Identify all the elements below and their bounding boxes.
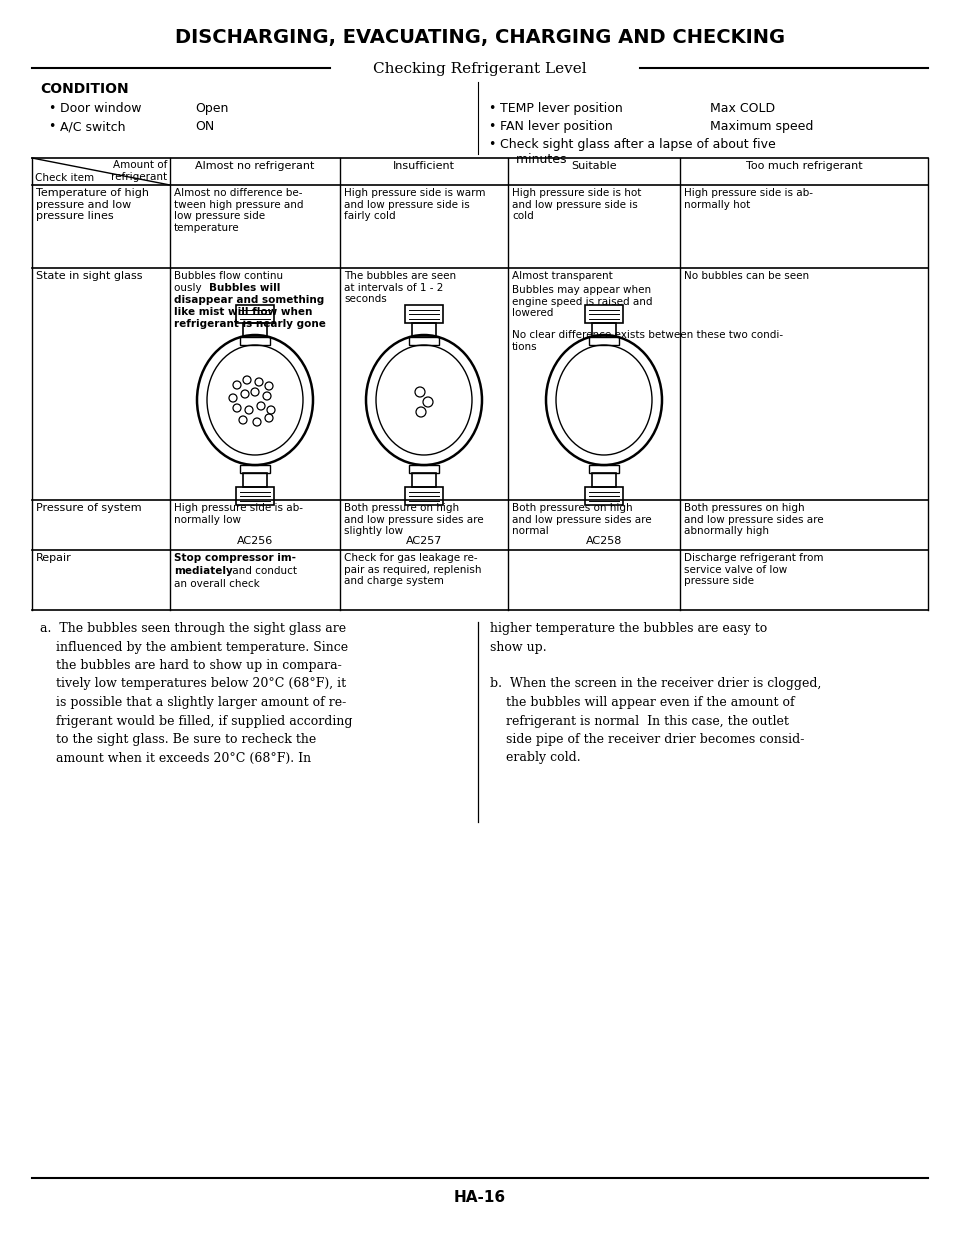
Text: Both pressure on high
and low pressure sides are
slightly low: Both pressure on high and low pressure s… <box>344 503 484 536</box>
Bar <box>585 487 623 506</box>
Bar <box>240 337 270 345</box>
Text: like mist will flow when: like mist will flow when <box>174 307 312 316</box>
Text: refrigerant is nearly gone: refrigerant is nearly gone <box>174 319 325 329</box>
Text: HA-16: HA-16 <box>454 1190 506 1205</box>
Bar <box>236 305 274 323</box>
Bar <box>592 323 616 337</box>
Text: High pressure side is ab-
normally hot: High pressure side is ab- normally hot <box>684 188 813 210</box>
Text: Bubbles may appear when
engine speed is raised and
lowered: Bubbles may appear when engine speed is … <box>512 286 653 318</box>
Text: Stop compressor im-: Stop compressor im- <box>174 552 296 564</box>
Bar <box>592 473 616 487</box>
Bar <box>405 305 443 323</box>
Text: Both pressures on high
and low pressure sides are
normal: Both pressures on high and low pressure … <box>512 503 652 536</box>
Text: mediately: mediately <box>174 566 232 576</box>
Text: Door window: Door window <box>60 103 141 115</box>
Bar <box>236 487 274 506</box>
Text: •: • <box>488 103 495 115</box>
Text: a.  The bubbles seen through the sight glass are
    influenced by the ambient t: a. The bubbles seen through the sight gl… <box>40 622 352 765</box>
Bar <box>243 473 267 487</box>
Text: disappear and something: disappear and something <box>174 295 324 305</box>
Text: Checking Refrigerant Level: Checking Refrigerant Level <box>373 62 587 75</box>
Text: No bubbles can be seen: No bubbles can be seen <box>684 271 809 281</box>
Text: Both pressures on high
and low pressure sides are
abnormally high: Both pressures on high and low pressure … <box>684 503 824 536</box>
Text: High pressure side is ab-
normally low: High pressure side is ab- normally low <box>174 503 303 524</box>
Text: Check sight glass after a lapse of about five: Check sight glass after a lapse of about… <box>500 138 776 151</box>
Text: •: • <box>488 120 495 133</box>
Text: Check for gas leakage re-
pair as required, replenish
and charge system: Check for gas leakage re- pair as requir… <box>344 552 482 586</box>
Text: ously: ously <box>174 283 208 293</box>
Text: High pressure side is hot
and low pressure side is
cold: High pressure side is hot and low pressu… <box>512 188 641 221</box>
Text: A/C switch: A/C switch <box>60 120 126 133</box>
Text: •: • <box>48 120 56 133</box>
Bar <box>409 465 439 473</box>
Text: Bubbles will: Bubbles will <box>209 283 280 293</box>
Text: Almost transparent: Almost transparent <box>512 271 612 281</box>
Text: Too much refrigerant: Too much refrigerant <box>746 161 862 171</box>
Text: No clear difference exists between these two condi-
tions: No clear difference exists between these… <box>512 330 783 351</box>
Text: Max COLD: Max COLD <box>710 103 775 115</box>
Text: DISCHARGING, EVACUATING, CHARGING AND CHECKING: DISCHARGING, EVACUATING, CHARGING AND CH… <box>175 28 785 47</box>
Bar <box>412 473 436 487</box>
Text: Discharge refrigerant from
service valve of low
pressure side: Discharge refrigerant from service valve… <box>684 552 824 586</box>
Text: •: • <box>48 103 56 115</box>
Text: Suitable: Suitable <box>571 161 617 171</box>
Text: Check item: Check item <box>35 173 94 183</box>
Bar <box>243 323 267 337</box>
Text: Repair: Repair <box>36 552 72 564</box>
Text: and conduct: and conduct <box>229 566 297 576</box>
Text: AC256: AC256 <box>237 536 274 546</box>
Text: AC258: AC258 <box>586 536 622 546</box>
Bar <box>585 305 623 323</box>
Text: Pressure of system: Pressure of system <box>36 503 142 513</box>
Text: State in sight glass: State in sight glass <box>36 271 142 281</box>
Text: Almost no difference be-
tween high pressure and
low pressure side
temperature: Almost no difference be- tween high pres… <box>174 188 303 232</box>
Text: an overall check: an overall check <box>174 578 260 590</box>
Bar <box>409 337 439 345</box>
Text: •: • <box>488 138 495 151</box>
Bar <box>589 465 619 473</box>
Bar <box>240 465 270 473</box>
Bar <box>412 323 436 337</box>
Text: minutes: minutes <box>500 153 566 166</box>
Text: Temperature of high
pressure and low
pressure lines: Temperature of high pressure and low pre… <box>36 188 149 221</box>
Text: Maximum speed: Maximum speed <box>710 120 813 133</box>
Bar <box>405 487 443 506</box>
Text: TEMP lever position: TEMP lever position <box>500 103 623 115</box>
Text: Bubbles flow continu: Bubbles flow continu <box>174 271 283 281</box>
Text: Almost no refrigerant: Almost no refrigerant <box>195 161 315 171</box>
Text: Insufficient: Insufficient <box>393 161 455 171</box>
Text: Open: Open <box>195 103 228 115</box>
Text: High pressure side is warm
and low pressure side is
fairly cold: High pressure side is warm and low press… <box>344 188 486 221</box>
Bar <box>589 337 619 345</box>
Text: The bubbles are seen
at intervals of 1 - 2
seconds: The bubbles are seen at intervals of 1 -… <box>344 271 456 304</box>
Text: ON: ON <box>195 120 214 133</box>
Text: FAN lever position: FAN lever position <box>500 120 612 133</box>
Text: higher temperature the bubbles are easy to
show up.

b.  When the screen in the : higher temperature the bubbles are easy … <box>490 622 822 765</box>
Text: AC257: AC257 <box>406 536 443 546</box>
Text: CONDITION: CONDITION <box>40 82 129 96</box>
Text: Amount of
refrigerant: Amount of refrigerant <box>110 159 167 182</box>
